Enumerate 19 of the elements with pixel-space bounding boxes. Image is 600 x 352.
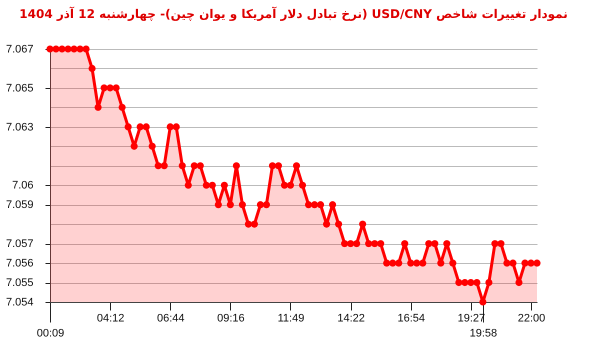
y-tick-label: 7.057 [6,238,34,250]
x-tick-label: 06:44 [156,312,185,324]
y-tick-label: 7.056 [6,258,34,270]
x-tick-label: 22:00 [518,312,546,324]
x-tick-label: 04:12 [96,312,124,324]
x-tick-label: 09:16 [217,312,245,324]
chart-title: نمودار تغییرات شاخص USD/CNY (نرخ تبادل دلار آمریکا و یوان چین)- چهارشنبه 12 آذر 1404 [19,6,568,21]
x-tick-label: 19:58 [470,328,498,340]
y-tick-label: 7.067 [6,44,34,56]
y-tick-label: 7.06 [12,180,34,192]
y-tick-label: 7.059 [6,199,34,212]
y-tick-label: 7.055 [6,277,34,290]
x-tick-label: 16:54 [397,312,426,324]
y-tick-label: 7.063 [6,121,34,134]
x-tick-label: 11:49 [278,312,304,324]
x-tick-label: 00:09 [36,328,64,340]
y-tick-label: 7.065 [6,82,34,94]
x-tick-label: 14:22 [337,312,365,324]
y-tick-label: 7.054 [6,296,34,308]
